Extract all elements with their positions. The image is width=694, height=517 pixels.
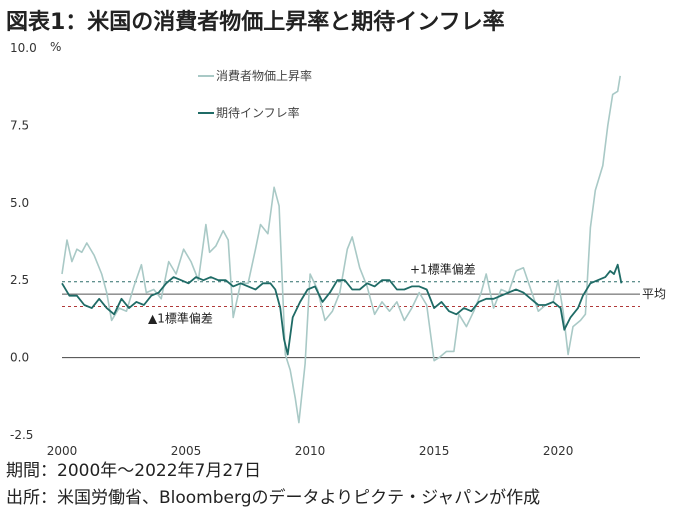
- legend-label-1: 消費者物価上昇率: [216, 68, 312, 83]
- mean-label: 平均: [642, 287, 666, 301]
- x-tick-label: 2005: [171, 444, 202, 458]
- x-tick-label: 2000: [47, 444, 78, 458]
- period-note: 期間：2000年～2022年7月27日: [6, 461, 261, 481]
- series-layer: [61, 75, 623, 424]
- source-note: 出所：米国労働省、Bloombergのデータよりピクテ・ジャパンが作成: [6, 488, 541, 508]
- axes-layer: 10.0 7.5 5.0 2.5 0.0 -2.5% 2000 2005 2010 2015 202…: [10, 40, 640, 458]
- reference-lines: 平均 +1標準偏差 ▲1標準偏差: [62, 262, 666, 326]
- y-tick-label: 0.0: [10, 351, 29, 365]
- y-unit-label: %: [50, 40, 61, 54]
- x-tick-label: 2020: [543, 444, 574, 458]
- series-line-2: [61, 263, 623, 356]
- plus-1sd-label: +1標準偏差: [410, 262, 476, 277]
- y-tick-label: 7.5: [10, 118, 29, 132]
- y-tick-label: 10.0: [10, 41, 37, 55]
- legend-label-2: 期待インフレ率: [216, 105, 300, 120]
- y-tick-label: -2.5: [10, 428, 33, 442]
- x-tick-label: 2010: [295, 444, 326, 458]
- y-tick-label: 5.0: [10, 196, 29, 210]
- x-tick-label: 2015: [419, 444, 450, 458]
- page-title: 図表1：米国の消費者物価上昇率と期待インフレ率: [6, 10, 505, 35]
- minus-1sd-label: ▲1標準偏差: [148, 311, 213, 326]
- series-line-1: [61, 75, 621, 424]
- y-tick-label: 2.5: [10, 273, 29, 287]
